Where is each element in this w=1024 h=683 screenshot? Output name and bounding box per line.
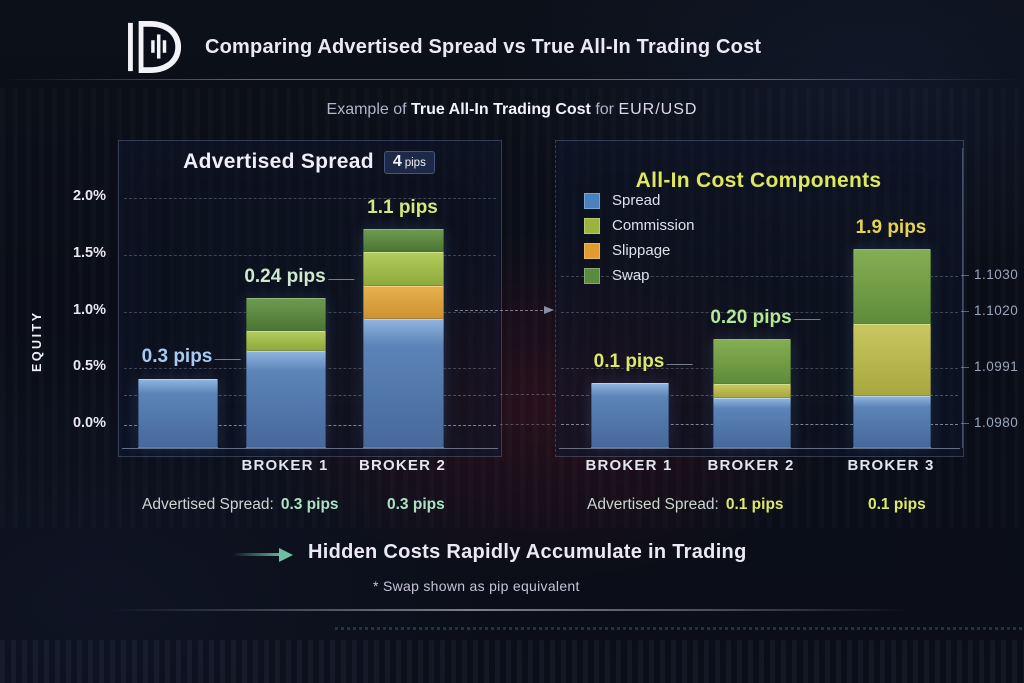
spread-segment (138, 378, 218, 448)
gap-dash-line (500, 394, 555, 395)
x-axis-broker-label: BROKER 2 (358, 457, 447, 474)
swap-segment (246, 297, 326, 331)
subtitle-prefix: Example of (326, 101, 407, 118)
x-axis-line (122, 448, 498, 449)
commission-swatch (584, 217, 600, 234)
spread-segment (853, 395, 931, 448)
gap-dash-line (500, 424, 555, 425)
x-axis-broker-label: BROKER 1 (241, 457, 329, 474)
brand-logo-icon (128, 20, 182, 74)
y-axis-tick: 0.0% (72, 415, 106, 431)
commission-segment (363, 252, 444, 287)
slippage-swatch (584, 242, 600, 259)
price-axis-tick: 1.0991 (960, 359, 1019, 374)
price-axis-tick: 1.0980 (960, 415, 1019, 430)
spread-segment (246, 351, 326, 448)
all-in-cost-panel (555, 140, 964, 457)
x-axis-broker-label: BROKER 2 (707, 457, 795, 474)
advertised-spread-panel (118, 140, 502, 457)
bottom-bar-texture (0, 640, 1024, 683)
x-axis-broker-label: BROKER 3 (847, 457, 935, 474)
header-divider (0, 79, 1024, 80)
gridline-2.0 (124, 198, 496, 199)
swap-segment (363, 228, 444, 253)
subtitle-emphasis: True All-In Trading Cost (411, 101, 591, 118)
price-axis-tick: 1.1030 (960, 267, 1019, 282)
swap-swatch (584, 267, 600, 284)
stacked-bar (246, 297, 326, 448)
stacked-bar (591, 383, 669, 448)
panel-connector-arrow-icon (455, 306, 554, 314)
legend-item-label: Slippage (612, 242, 671, 259)
gridline-1.5 (124, 255, 496, 256)
legend-item: Slippage (584, 238, 695, 263)
pip-value-label: 1.1 pips (367, 196, 438, 218)
pip-value-label: 0.1 pips (593, 351, 693, 372)
stacked-bar (138, 378, 218, 448)
commission-segment (713, 384, 791, 398)
pips-badge-value: 4 (392, 153, 402, 170)
spread-segment (363, 319, 444, 448)
left-panel-title: Advertised Spread (183, 150, 374, 173)
gridline-1.1020 (561, 312, 958, 313)
spread-swatch (584, 192, 600, 209)
stacked-bar (853, 249, 931, 448)
y-axis-tick: 1.0% (72, 301, 106, 318)
slippage-segment (363, 286, 444, 320)
subtitle-connector: for (595, 101, 614, 118)
stacked-bar (713, 338, 791, 448)
right-panel-title: All-In Cost Components (635, 169, 882, 193)
bottom-highlight-line (110, 609, 910, 611)
gridline-1.1030 (561, 276, 958, 277)
advertised-spread-plot (119, 141, 501, 456)
swap-segment (713, 338, 791, 385)
y-axis-tick: 2.0% (72, 188, 106, 204)
left-annotation: Advertised Spread: 0.3 pips (142, 496, 339, 514)
left-annotation-value-1: 0.3 pips (280, 496, 339, 513)
x-axis-line (559, 448, 960, 449)
accumulate-arrow-icon (233, 547, 293, 562)
pip-value-label: 0.24 pips (244, 265, 355, 287)
pip-value-label: 1.9 pips (855, 217, 927, 239)
legend-item: Commission (584, 213, 695, 238)
stacked-bar (363, 228, 444, 448)
y-axis-tick: 1.5% (72, 244, 106, 261)
left-annotation-label: Advertised Spread: (142, 496, 274, 513)
swap-segment (853, 249, 931, 324)
right-annotation-value-1: 0.1 pips (725, 496, 784, 513)
subtitle-currency-pair: EUR/USD (618, 101, 698, 118)
left-annotation-value-2: 0.3 pips (387, 496, 445, 513)
subtitle: Example of True All-In Trading Cost for … (0, 101, 1024, 119)
pips-badge-unit: pips (404, 157, 426, 169)
cost-components-legend: Spread Commission Slippage Swap (584, 188, 695, 288)
right-annotation-label: Advertised Spread: (587, 496, 719, 513)
bottom-teal-dotted-line (335, 627, 1024, 630)
x-axis-broker-label: BROKER 1 (585, 457, 673, 474)
pip-value-label: 0.3 pips (141, 346, 241, 368)
pips-badge: 4 pips (383, 151, 435, 174)
legend-item: Swap (584, 263, 695, 288)
legend-item: Spread (584, 188, 695, 213)
legend-item-label: Swap (612, 267, 650, 284)
spread-segment (713, 397, 791, 448)
price-axis-tick: 1.1020 (960, 303, 1019, 318)
right-annotation-value-2: 0.1 pips (868, 496, 926, 513)
left-panel-title-row: Advertised Spread 4 pips (118, 150, 500, 174)
commission-segment (853, 324, 931, 396)
y-axis-tick: 0.5% (72, 358, 106, 375)
swap-footnote: * Swap shown as pip equivalent (373, 578, 580, 594)
spread-segment (591, 383, 669, 448)
all-in-cost-plot (556, 141, 963, 456)
right-annotation: Advertised Spread: 0.1 pips (587, 496, 784, 514)
footer-message: Hidden Costs Rapidly Accumulate in Tradi… (308, 541, 747, 563)
pip-value-label: 0.20 pips (710, 306, 821, 328)
commission-segment (246, 330, 326, 352)
legend-item-label: Commission (612, 217, 695, 234)
legend-item-label: Spread (612, 192, 661, 209)
price-axis-line (962, 148, 963, 448)
page-title: Comparing Advertised Spread vs True All-… (205, 36, 762, 58)
